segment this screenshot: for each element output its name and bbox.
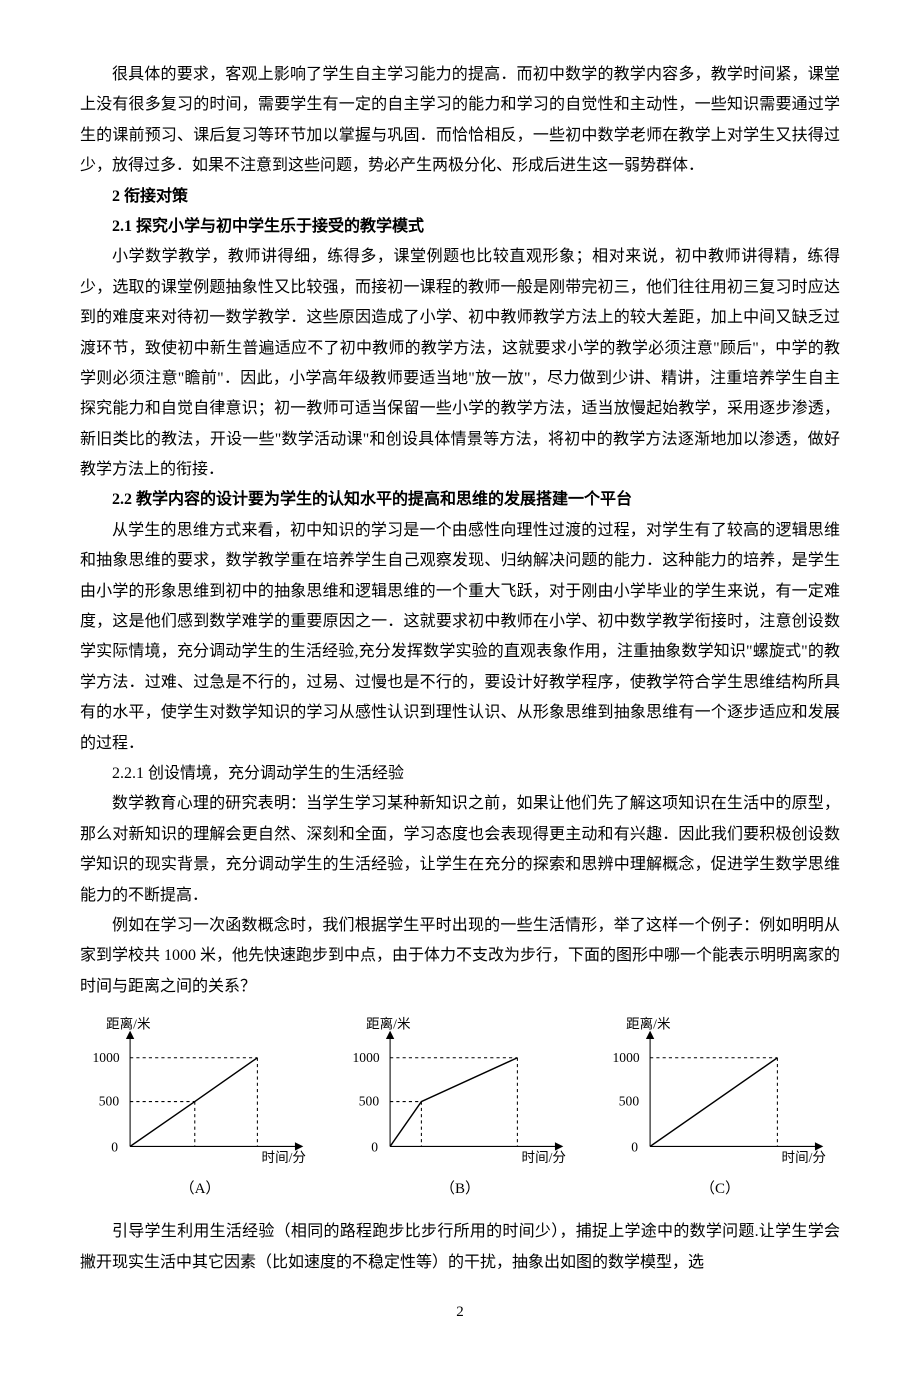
page-number: 2 <box>80 1298 840 1327</box>
chart-c-label: （C） <box>600 1175 840 1204</box>
y-tick-0: 0 <box>111 1140 118 1155</box>
heading-2: 2 衔接对策 <box>80 182 840 212</box>
chart-b: 距离/米 0 500 1000 时间/分 （B） <box>340 1016 580 1203</box>
body-paragraph: 引导学生利用生活经验（相同的路程跑步比步行所用的时间少），捕捉上学途中的数学问题… <box>80 1217 840 1278</box>
y-tick-1000: 1000 <box>353 1050 380 1065</box>
chart-a-label: （A） <box>80 1175 320 1204</box>
body-paragraph: 小学数学教学，教师讲得细，练得多，课堂例题也比较直观形象；相对来说，初中教师讲得… <box>80 242 840 485</box>
body-paragraph: 很具体的要求，客观上影响了学生自主学习能力的提高．而初中数学的教学内容多，教学时… <box>80 60 840 182</box>
body-paragraph: 数学教育心理的研究表明：当学生学习某种新知识之前，如果让他们先了解这项知识在生活… <box>80 789 840 911</box>
body-paragraph: 例如在学习一次函数概念时，我们根据学生平时出现的一些生活情形，举了这样一个例子：… <box>80 911 840 1002</box>
body-paragraph: 从学生的思维方式来看，初中知识的学习是一个由感性向理性过渡的过程，对学生有了较高… <box>80 516 840 759</box>
y-tick-0: 0 <box>371 1140 378 1155</box>
y-axis-label: 距离/米 <box>106 1016 151 1032</box>
x-axis-label: 时间/分 <box>262 1150 307 1165</box>
x-axis-label: 时间/分 <box>782 1150 827 1165</box>
y-axis-label: 距离/米 <box>626 1016 671 1032</box>
y-tick-1000: 1000 <box>613 1050 640 1065</box>
chart-b-label: （B） <box>340 1175 580 1204</box>
y-tick-500: 500 <box>619 1094 640 1109</box>
heading-2-2-1: 2.2.1 创设情境，充分调动学生的生活经验 <box>80 759 840 789</box>
y-axis-label: 距离/米 <box>366 1016 411 1032</box>
y-tick-1000: 1000 <box>93 1050 120 1065</box>
charts-row: 距离/米 0 500 1000 时间/分 （A） 距离/米 0 500 1000 <box>80 1016 840 1203</box>
y-tick-500: 500 <box>99 1094 120 1109</box>
chart-a: 距离/米 0 500 1000 时间/分 （A） <box>80 1016 320 1203</box>
chart-c: 距离/米 0 500 1000 时间/分 （C） <box>600 1016 840 1203</box>
heading-2-2: 2.2 教学内容的设计要为学生的认知水平的提高和思维的发展搭建一个平台 <box>80 485 840 515</box>
y-tick-0: 0 <box>631 1140 638 1155</box>
y-tick-500: 500 <box>359 1094 380 1109</box>
x-axis-label: 时间/分 <box>522 1150 567 1165</box>
heading-2-1: 2.1 探究小学与初中学生乐于接受的教学模式 <box>80 212 840 242</box>
